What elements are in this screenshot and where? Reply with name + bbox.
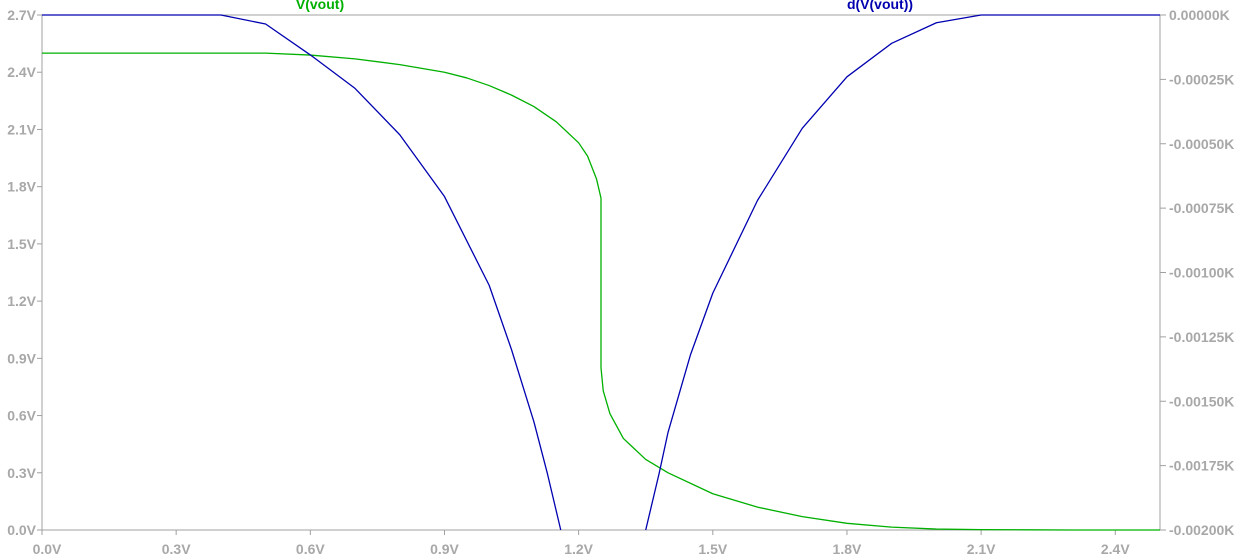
series-label-dvout: d(V(vout))	[847, 0, 913, 12]
x-axis: 0.0V 0.3V 0.6V 0.9V 1.2V 1.5V 1.8V 2.1V 2.4V	[33, 530, 1130, 557]
y-right-tick-label: -0.00025K	[1169, 71, 1234, 87]
y-left-tick-label: 1.5V	[7, 236, 36, 252]
x-tick-label: 2.1V	[967, 541, 996, 557]
y-left-tick-label: 1.2V	[7, 293, 36, 309]
series-label-vout: V(vout)	[296, 0, 344, 12]
y-left-tick-label: 0.9V	[7, 350, 36, 366]
y-right-tick-label: -0.00150K	[1169, 393, 1234, 409]
x-tick-label: 0.3V	[162, 541, 191, 557]
y-axis-right: 0.00000K -0.00025K -0.00050K -0.00075K -0.00…	[1160, 7, 1234, 538]
y-left-tick-label: 1.8V	[7, 179, 36, 195]
x-tick-label: 0.6V	[296, 541, 325, 557]
y-right-tick-label: -0.00100K	[1169, 265, 1234, 281]
y-right-tick-label: -0.00050K	[1169, 136, 1234, 152]
y-axis-left: 0.0V 0.3V 0.6V 0.9V 1.2V 1.5V 1.8V 2.1V 2.4V 2.7V	[7, 7, 42, 538]
y-left-tick-label: 2.4V	[7, 64, 36, 80]
series-line-vout	[42, 52, 1160, 531]
x-tick-label: 1.5V	[698, 541, 727, 557]
y-left-tick-label: 2.1V	[7, 121, 36, 137]
x-tick-label: 2.4V	[1101, 541, 1130, 557]
x-tick-label: 1.8V	[833, 541, 862, 557]
y-right-tick-label: 0.00000K	[1169, 7, 1230, 23]
y-left-tick-label: 0.3V	[7, 465, 36, 481]
y-left-tick-label: 0.6V	[7, 408, 36, 424]
y-left-tick-label: 2.7V	[7, 7, 36, 23]
y-left-tick-label: 0.0V	[7, 522, 36, 538]
x-tick-label: 1.2V	[564, 541, 593, 557]
series-line-dvout	[42, 14, 1160, 531]
y-right-tick-label: -0.00175K	[1169, 458, 1234, 474]
series-group	[42, 14, 1160, 531]
x-tick-label: 0.9V	[430, 541, 459, 557]
y-right-tick-label: -0.00075K	[1169, 200, 1234, 216]
x-tick-label: 0.0V	[33, 541, 62, 557]
y-right-tick-label: -0.00125K	[1169, 329, 1234, 345]
y-right-tick-label: -0.00200K	[1169, 522, 1234, 538]
